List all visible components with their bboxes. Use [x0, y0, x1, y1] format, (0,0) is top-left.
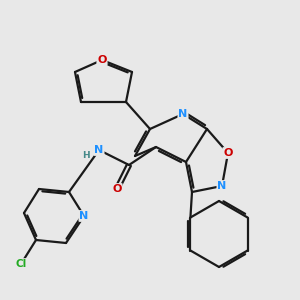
- Text: Cl: Cl: [15, 259, 27, 269]
- Text: N: N: [218, 181, 226, 191]
- Text: N: N: [178, 109, 188, 119]
- Text: H: H: [82, 152, 89, 160]
- Text: O: O: [97, 55, 107, 65]
- Text: N: N: [94, 145, 103, 155]
- Text: O: O: [112, 184, 122, 194]
- Text: O: O: [223, 148, 233, 158]
- Text: N: N: [80, 211, 88, 221]
